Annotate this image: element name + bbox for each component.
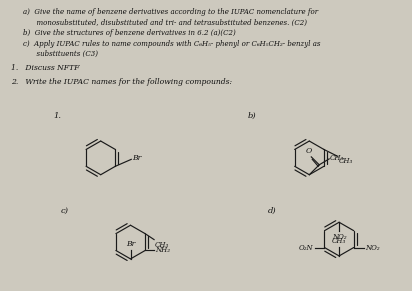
Text: O₂N: O₂N [299, 244, 314, 251]
Text: b)  Give the structures of benzene derivatives in 6.2 (a)(C2): b) Give the structures of benzene deriva… [23, 29, 236, 37]
Text: substituents (C3): substituents (C3) [23, 50, 98, 58]
Text: Br: Br [126, 240, 135, 248]
Text: d): d) [267, 206, 276, 214]
Text: 1.: 1. [53, 112, 61, 120]
Text: b): b) [248, 112, 256, 120]
Text: CH₃: CH₃ [330, 154, 344, 162]
Text: a)  Give the name of benzene derivatives according to the IUPAC nomenclature for: a) Give the name of benzene derivatives … [23, 8, 318, 16]
Text: CH₃: CH₃ [339, 157, 353, 165]
Text: NH₂: NH₂ [155, 246, 170, 255]
Text: Br: Br [132, 155, 141, 162]
Text: NO₂: NO₂ [332, 233, 346, 241]
Text: CH₃: CH₃ [155, 241, 169, 249]
Text: c): c) [61, 206, 69, 214]
Text: monosubstituted, disubstituted and tri- and tetrasubstituted benzenes. (C2): monosubstituted, disubstituted and tri- … [23, 19, 307, 27]
Text: CH₃: CH₃ [332, 237, 346, 245]
Text: 1.   Discuss NFTF: 1. Discuss NFTF [11, 64, 80, 72]
Text: c)  Apply IUPAC rules to name compounds with C₆H₅- phenyl or C₆H₅CH₂- benzyl as: c) Apply IUPAC rules to name compounds w… [23, 40, 321, 47]
Text: NO₂: NO₂ [365, 244, 379, 251]
Text: 2.   Write the IUPAC names for the following compounds:: 2. Write the IUPAC names for the followi… [11, 78, 232, 86]
Text: O: O [306, 147, 312, 155]
